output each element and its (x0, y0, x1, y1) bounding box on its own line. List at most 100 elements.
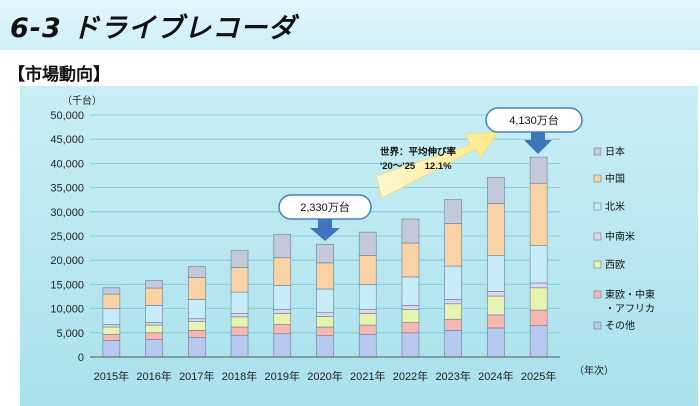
legend-swatch (593, 174, 602, 183)
growth-label-line2: '20～'25 12.1% (380, 161, 452, 172)
growth-label-line1: 世界：平均伸び率 (380, 146, 457, 158)
y-axis-label: （千台） (62, 94, 102, 107)
bar-segment-2024年-その他 (487, 327, 505, 358)
bar-segment-2020年-東欧・中東・アフリカ (316, 326, 334, 337)
legend-swatch (593, 232, 602, 241)
bar-segment-2023年-中南米 (444, 299, 462, 305)
bar-segment-2016年-北米 (145, 305, 163, 323)
bar-segment-2017年-北米 (188, 299, 206, 320)
legend-swatch (593, 290, 602, 299)
bar-segment-2023年-西欧 (444, 303, 462, 320)
bar-segment-2025年-西欧 (529, 287, 548, 311)
x-tick-label: 2017年 (179, 369, 214, 383)
callout-arrow-2025 (524, 132, 552, 154)
bar-segment-2020年-日本 (316, 243, 334, 264)
bar-segment-2019年-日本 (273, 234, 292, 259)
x-tick-label: 2024年 (478, 369, 513, 383)
legend-label: その他 (605, 319, 635, 332)
bar-segment-2017年-日本 (188, 266, 206, 278)
legend-label: ・アフリカ (605, 303, 655, 315)
bar-segment-2019年-中南米 (273, 309, 292, 314)
bar-segment-2025年-東欧・中東・アフリカ (529, 309, 548, 326)
x-tick-label: 2019年 (265, 369, 300, 383)
y-tick-label: 25,000 (50, 231, 84, 243)
bar-segment-2017年-中南米 (188, 318, 206, 322)
bar-segment-2016年-中南米 (145, 322, 163, 326)
x-tick-label: 2020年 (307, 369, 342, 383)
bar-segment-2024年-中国 (487, 203, 505, 256)
x-tick-label: 2025年 (521, 369, 556, 383)
x-tick-label: 2015年 (94, 369, 129, 383)
bar-segment-2015年-日本 (102, 287, 121, 295)
bar-segment-2018年-西欧 (230, 316, 249, 328)
bar-segment-2015年-中南米 (102, 324, 121, 328)
y-tick-label: 5,000 (56, 328, 84, 340)
bar-segment-2017年-西欧 (188, 321, 206, 331)
bar-segment-2020年-その他 (316, 335, 334, 358)
legend-label: 日本 (605, 145, 625, 158)
bar-segment-2023年-北米 (444, 265, 462, 300)
bar-segment-2022年-中南米 (401, 305, 420, 310)
x-tick-label: 2022年 (393, 369, 428, 383)
x-tick-label: 2018年 (222, 369, 257, 383)
y-tick-label: 50,000 (50, 110, 84, 122)
legend-swatch (593, 260, 602, 269)
x-tick-label: 2016年 (136, 369, 171, 383)
bar-segment-2017年-その他 (188, 337, 206, 358)
bar-segment-2015年-北米 (102, 308, 121, 325)
legend-label: 中南米 (605, 230, 635, 243)
bar-segment-2018年-中国 (230, 267, 249, 293)
bar-segment-2025年-中国 (529, 182, 548, 246)
bar-segment-2020年-北米 (316, 288, 334, 314)
bar-segment-2024年-東欧・中東・アフリカ (487, 314, 505, 329)
bar-segment-2016年-西欧 (145, 324, 163, 334)
bar-segment-2023年-中国 (444, 223, 462, 267)
bar-segment-2019年-東欧・中東・アフリカ (273, 324, 292, 335)
legend-label: 北米 (605, 200, 625, 213)
legend-swatch (593, 202, 602, 211)
y-tick-label: 30,000 (50, 207, 84, 219)
y-tick-label: 45,000 (50, 134, 84, 146)
bar-segment-2024年-北米 (487, 255, 505, 292)
bar-segment-2018年-北米 (230, 291, 249, 314)
bar-segment-2023年-その他 (444, 330, 462, 358)
bar-segment-2024年-日本 (487, 177, 505, 204)
legend-label: 東欧・中東 (605, 288, 655, 301)
x-axis-label: （年次） (574, 364, 614, 377)
bar-segment-2025年-日本 (529, 156, 548, 184)
bar-segment-2020年-中南米 (316, 312, 334, 317)
bar-segment-2019年-その他 (273, 333, 292, 358)
bar-segment-2016年-中国 (145, 287, 163, 306)
bar-segment-2021年-西欧 (358, 313, 377, 326)
x-tick-label: 2021年 (350, 369, 385, 383)
legend-swatch (593, 147, 602, 156)
y-tick-label: 20,000 (50, 255, 84, 267)
bar-segment-2016年-東欧・中東・アフリカ (145, 332, 163, 340)
section-heading: 【市場動向】 (8, 65, 110, 85)
bar-segment-2022年-その他 (401, 332, 420, 358)
bar-segment-2022年-北米 (401, 276, 420, 306)
bar-segment-2024年-西欧 (487, 295, 505, 316)
bar-segment-2022年-東欧・中東・アフリカ (401, 322, 420, 334)
bar-segment-2019年-中国 (273, 257, 292, 286)
bar-segment-2023年-東欧・中東・アフリカ (444, 318, 462, 331)
x-tick-label: 2023年 (435, 369, 470, 383)
bar-segment-2015年-中国 (102, 293, 121, 309)
y-tick-label: 10,000 (50, 304, 84, 316)
legend-label: 中国 (605, 172, 625, 185)
bar-segment-2019年-西欧 (273, 313, 292, 325)
title-bar: 6-3 ドライブレコーダ (0, 0, 700, 50)
bar-segment-2017年-東欧・中東・アフリカ (188, 330, 206, 338)
bar-segment-2015年-東欧・中東・アフリカ (102, 333, 121, 341)
legend-swatch (593, 321, 602, 330)
bar-segment-2025年-北米 (529, 245, 548, 284)
bar-segment-2018年-中南米 (230, 313, 249, 318)
bar-segment-2022年-西欧 (401, 309, 420, 323)
bar-segment-2021年-北米 (358, 284, 377, 310)
bar-segment-2018年-その他 (230, 334, 249, 358)
page-title: 6-3 ドライブレコーダ (10, 13, 297, 44)
y-tick-label: 35,000 (50, 183, 84, 195)
callout-arrow-2020 (310, 219, 340, 241)
